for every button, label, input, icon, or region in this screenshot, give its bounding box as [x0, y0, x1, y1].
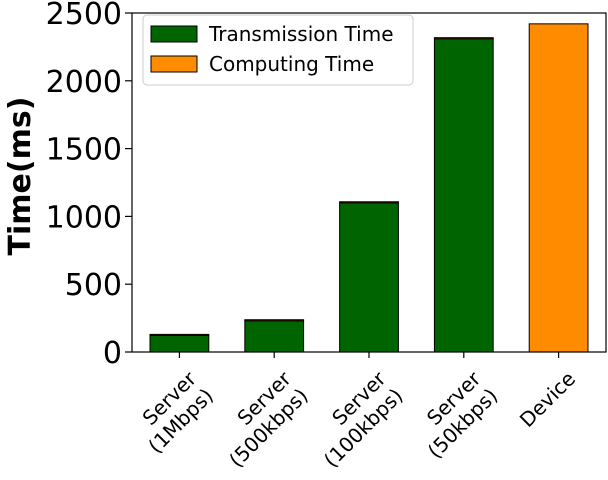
y-tick-label: 2500 [46, 0, 122, 32]
y-tick-label: 1500 [46, 133, 122, 168]
y-tick-label: 2000 [46, 65, 122, 100]
y-axis-label: Time(ms) [3, 97, 38, 256]
legend-label: Transmission Time [208, 22, 394, 46]
y-tick-label: 500 [65, 268, 122, 303]
bar-segment-computing [149, 333, 210, 336]
x-tick-label: Server(500kbps) [207, 366, 313, 472]
plot-frame [131, 12, 607, 353]
x-axis: Server(1Mbps) Server(500kbps) Server(100kb… [126, 352, 580, 472]
bar-segment-computing [244, 319, 305, 322]
bar-segment-transmission [433, 38, 494, 353]
legend-label: Computing Time [209, 52, 374, 76]
bars-group [149, 23, 589, 353]
x-tick-label: Device [515, 367, 580, 432]
y-tick-label: 1000 [46, 200, 122, 235]
x-tick-label: Server(100kbps) [302, 366, 408, 472]
legend: Transmission Time Computing Time [142, 14, 414, 86]
bar-segment-transmission [149, 334, 210, 353]
bar-segment-computing [528, 23, 589, 353]
legend-box [142, 14, 414, 86]
bar-segment-transmission [244, 320, 305, 353]
x-tick-label-line: Device [515, 367, 580, 432]
x-tick-label: Server(1Mbps) [126, 366, 218, 458]
bar-segment-transmission [339, 202, 399, 353]
legend-swatch [150, 55, 198, 73]
legend-swatch [150, 25, 198, 43]
y-tick-label: 0 [103, 336, 122, 371]
bar-segment-computing [433, 37, 494, 40]
bar-segment-computing [339, 201, 399, 204]
y-axis: 0 500 1000 1500 2000 2500 [46, 0, 132, 371]
x-tick-label: Server(50kbps) [406, 366, 503, 463]
